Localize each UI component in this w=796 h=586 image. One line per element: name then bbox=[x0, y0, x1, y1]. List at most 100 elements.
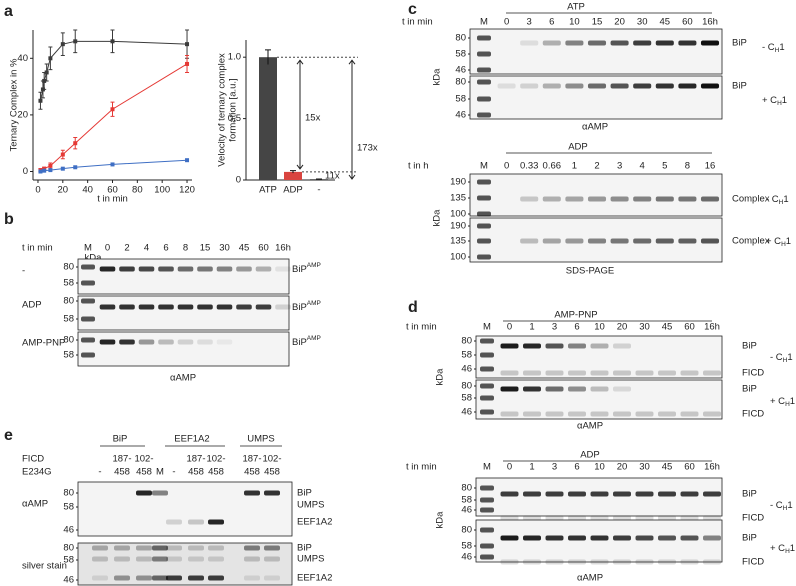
blot-band bbox=[613, 535, 631, 541]
blot-band bbox=[703, 411, 721, 417]
blot-band bbox=[613, 559, 631, 565]
lane-label: 3 bbox=[527, 17, 532, 28]
lane-label: 6 bbox=[574, 322, 579, 333]
blot-band bbox=[477, 35, 491, 41]
marker-size: 80 bbox=[461, 336, 472, 347]
panel-label: a bbox=[4, 3, 13, 20]
blot-band bbox=[703, 491, 721, 497]
data-point bbox=[73, 39, 78, 44]
blot-band bbox=[565, 238, 584, 244]
lane-label: 2 bbox=[594, 161, 599, 172]
lane-label: 0.33 bbox=[520, 161, 539, 172]
header: ADP bbox=[568, 142, 588, 153]
blot-band bbox=[480, 395, 494, 401]
condition-label-sub: H bbox=[777, 100, 782, 107]
lane-label: 20 bbox=[617, 322, 628, 333]
blot-band bbox=[658, 370, 676, 376]
blot bbox=[475, 477, 723, 517]
lane-label: 8 bbox=[685, 161, 690, 172]
blot-band bbox=[197, 266, 213, 272]
blot-band bbox=[99, 266, 116, 272]
lane-label: 60 bbox=[258, 243, 269, 254]
x-tick-label: 100 bbox=[154, 185, 170, 196]
x-tick-label: 80 bbox=[132, 185, 143, 196]
blot-band bbox=[188, 575, 204, 581]
band-label: BiP bbox=[742, 384, 757, 395]
condition-label-text: - C bbox=[762, 42, 775, 53]
marker-size: 80 bbox=[455, 77, 466, 88]
marker-size: 58 bbox=[63, 555, 74, 566]
condition-label-sub: H bbox=[781, 241, 786, 248]
group-label: BiP bbox=[113, 434, 128, 445]
lane-label: 6 bbox=[574, 462, 579, 473]
header: ADP bbox=[580, 450, 600, 461]
blot-band bbox=[208, 575, 224, 581]
time-label: t in min bbox=[22, 243, 53, 254]
blot-band bbox=[610, 83, 629, 89]
lane-label: 0.66 bbox=[543, 161, 562, 172]
x-tick-label: 40 bbox=[82, 185, 93, 196]
lane-label: 4 bbox=[640, 161, 645, 172]
condition-label-text: - C bbox=[770, 352, 783, 363]
band-label: BiP bbox=[742, 533, 757, 544]
blot-band bbox=[166, 556, 182, 562]
lane-label: 45 bbox=[662, 322, 673, 333]
blot-band bbox=[477, 112, 491, 118]
blot-band bbox=[680, 491, 699, 497]
row-label: E234G bbox=[22, 467, 52, 478]
condition-label-tail: 1 bbox=[779, 42, 784, 53]
lane-label: 4 bbox=[144, 243, 149, 254]
blot-band bbox=[635, 559, 654, 565]
marker-size: 80 bbox=[63, 543, 74, 554]
annotation: 11x bbox=[325, 171, 340, 182]
lane-label: 30 bbox=[639, 322, 650, 333]
condition-label-sub: H bbox=[783, 357, 788, 364]
data-point bbox=[185, 42, 190, 47]
blot-band bbox=[158, 339, 174, 345]
kda-label: kDa bbox=[435, 368, 446, 386]
blot bbox=[77, 295, 290, 331]
blot-band bbox=[587, 196, 607, 202]
blot bbox=[77, 258, 290, 295]
band-label: BiP bbox=[732, 38, 747, 49]
band-label: BiP bbox=[742, 489, 757, 500]
blot-band bbox=[703, 515, 721, 521]
lane-label: M bbox=[84, 243, 92, 254]
blot-band bbox=[523, 515, 541, 521]
lane-label: 16h bbox=[704, 322, 720, 333]
row-label: αAMP bbox=[22, 499, 48, 510]
condition-label-text: + C bbox=[770, 543, 785, 554]
blot-band bbox=[568, 343, 586, 349]
marker-size: 46 bbox=[63, 575, 74, 586]
y-tick-label: 1.0 bbox=[228, 52, 241, 63]
bar bbox=[310, 179, 328, 180]
lane-label: 15 bbox=[592, 17, 603, 28]
marker-size: 135 bbox=[450, 193, 466, 204]
band-label: FICD bbox=[742, 409, 764, 420]
x-tick-label: ATP bbox=[259, 185, 277, 196]
lane-label: 5 bbox=[662, 161, 667, 172]
lane-label: 458 bbox=[114, 467, 130, 478]
blot-band bbox=[520, 238, 539, 244]
lane-label: 60 bbox=[684, 322, 695, 333]
blot-band bbox=[255, 266, 272, 272]
blot-band bbox=[520, 83, 539, 89]
band-label: FICD bbox=[742, 513, 764, 524]
blot-band bbox=[158, 304, 174, 310]
band-label-text: BiP bbox=[292, 302, 307, 313]
lane-label: 102- bbox=[206, 454, 225, 465]
data-point bbox=[185, 61, 190, 66]
blot-band bbox=[136, 575, 152, 581]
data-point bbox=[73, 141, 78, 146]
blot-band bbox=[275, 266, 291, 272]
blot-band bbox=[568, 491, 586, 497]
marker-size: 46 bbox=[461, 505, 472, 516]
y-tick-label: 0 bbox=[23, 166, 28, 177]
blot-band bbox=[166, 519, 182, 525]
blot-band bbox=[81, 264, 95, 270]
blot-band bbox=[635, 370, 654, 376]
x-tick-label: ADP bbox=[283, 185, 303, 196]
lane-label: 1 bbox=[529, 322, 534, 333]
marker-size: 46 bbox=[455, 65, 466, 76]
readout-label: αAMP bbox=[582, 122, 608, 133]
